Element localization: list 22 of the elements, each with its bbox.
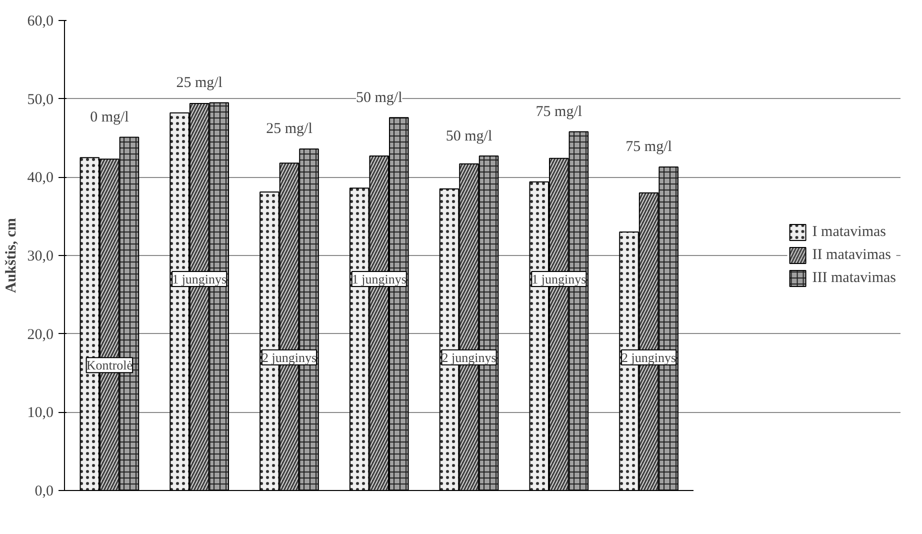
y-tick-label: 40,0: [27, 170, 54, 186]
annotation: 50 mg/l: [356, 90, 402, 106]
y-tick-label: 10,0: [27, 405, 54, 422]
y-tick-label: 60,0: [27, 14, 54, 30]
legend-label: III matavimas: [812, 270, 896, 286]
annotation: 2 junginys: [622, 350, 676, 365]
y-axis-title: Aukštis, cm: [3, 217, 20, 294]
annotation: 1 junginys: [352, 272, 406, 286]
annotation: 50 mg/l: [446, 128, 492, 144]
legend-label: II matavimas: [812, 246, 892, 264]
annotation: 1 junginys: [172, 272, 227, 286]
annotation: 75 mg/l: [536, 104, 582, 120]
legend-label: I matavimas: [812, 224, 886, 240]
annotation: 75 mg/l: [626, 139, 672, 156]
y-tick-label: 50,0: [27, 92, 54, 108]
y-tick-label: 30,0: [27, 248, 54, 264]
annotation: 0 mg/l: [90, 109, 129, 126]
annotation: 25 mg/l: [266, 121, 312, 138]
y-tick-label: 0,0: [34, 484, 54, 500]
y-tick-label: 20,0: [27, 326, 54, 343]
annotation: 25 mg/l: [176, 75, 222, 91]
annotation: 2 junginys: [262, 350, 317, 365]
